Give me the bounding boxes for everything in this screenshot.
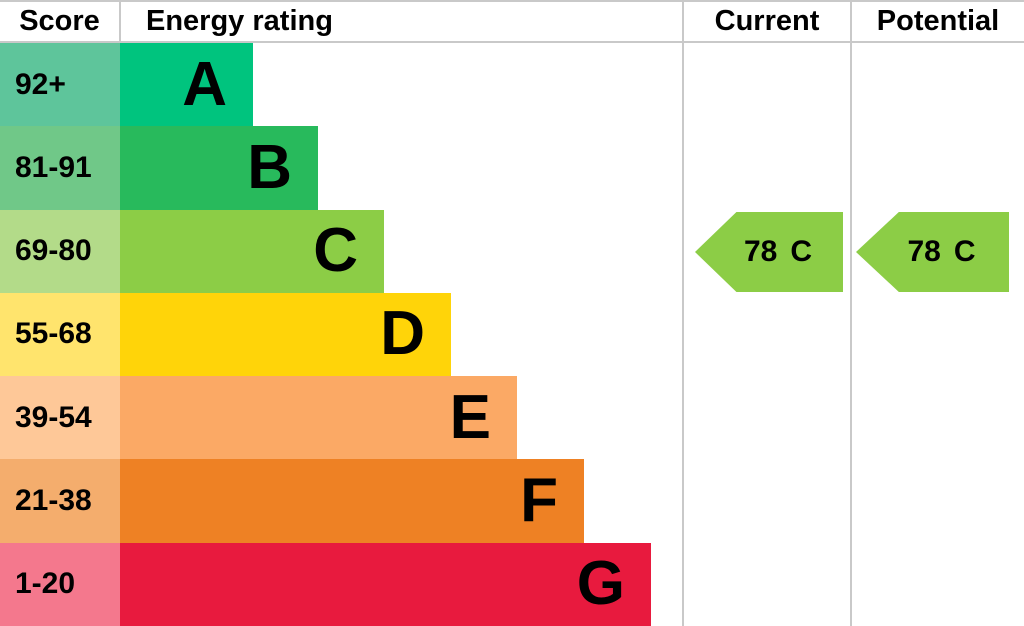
score-range-d: 55-68 bbox=[0, 292, 120, 377]
score-range-c: 69-80 bbox=[0, 209, 120, 293]
header-energy-rating: Energy rating bbox=[146, 5, 333, 37]
score-range-a: 92+ bbox=[0, 43, 120, 127]
score-range-f: 21-38 bbox=[0, 459, 120, 543]
band-bar-f: F bbox=[120, 459, 584, 543]
current-rating-arrow: 78 C bbox=[695, 212, 843, 292]
current-rating-grade: C bbox=[790, 235, 813, 268]
band-row-g: 1-20 G bbox=[0, 542, 683, 626]
potential-rating-grade: C bbox=[953, 235, 976, 268]
score-range-e: 39-54 bbox=[0, 376, 120, 460]
band-rows: 92+ A 81-91 B 69-80 C 55-68 D 39-54 E 21… bbox=[0, 43, 683, 626]
band-row-b: 81-91 B bbox=[0, 126, 683, 210]
band-bar-g: G bbox=[120, 542, 651, 626]
band-bar-a: A bbox=[120, 43, 253, 127]
current-column-divider bbox=[682, 0, 684, 626]
band-row-d: 55-68 D bbox=[0, 292, 683, 377]
band-row-f: 21-38 F bbox=[0, 459, 683, 543]
band-bar-b: B bbox=[120, 126, 318, 210]
top-border-line bbox=[0, 0, 1024, 2]
header-divider-line bbox=[0, 41, 1024, 43]
header-current: Current bbox=[714, 5, 820, 37]
band-bar-c: C bbox=[120, 209, 384, 293]
header-score: Score bbox=[19, 5, 100, 37]
potential-rating-value: 78 bbox=[907, 235, 941, 268]
score-column-divider bbox=[119, 0, 121, 43]
header-potential: Potential bbox=[876, 5, 1000, 37]
band-row-e: 39-54 E bbox=[0, 376, 683, 460]
band-row-c: 69-80 C bbox=[0, 209, 683, 293]
score-range-b: 81-91 bbox=[0, 126, 120, 210]
band-bar-d: D bbox=[120, 292, 451, 377]
score-range-g: 1-20 bbox=[0, 542, 120, 626]
potential-column-divider bbox=[850, 0, 852, 626]
potential-rating-arrow: 78 C bbox=[856, 212, 1009, 292]
band-bar-e: E bbox=[120, 376, 517, 460]
current-rating-value: 78 bbox=[743, 235, 778, 268]
band-row-a: 92+ A bbox=[0, 43, 683, 127]
